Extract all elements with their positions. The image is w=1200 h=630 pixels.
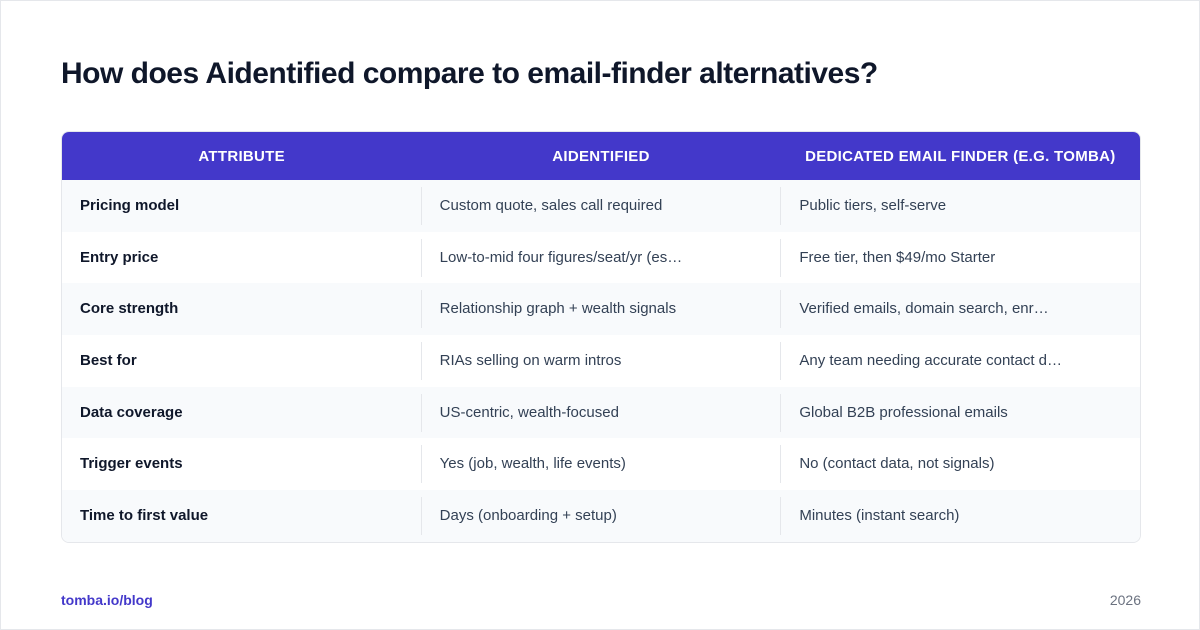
table-cell: Days (onboarding + setup)	[420, 496, 781, 535]
source-link[interactable]: tomba.io/blog	[61, 592, 153, 608]
table-cell: Custom quote, sales call required	[420, 186, 781, 225]
header-cell: DEDICATED EMAIL FINDER (E.G. TOMBA)	[805, 147, 1116, 165]
table-row: Best for RIAs selling on warm intros Any t…	[62, 335, 1140, 387]
table-cell: Public tiers, self-serve	[780, 186, 1140, 225]
table-cell: Verified emails, domain search, enr…	[780, 290, 1140, 329]
table-cell: Pricing model	[80, 196, 180, 214]
table-cell: Trigger events	[80, 455, 183, 473]
header-cell: AIDENTIFIED	[552, 147, 650, 165]
table-row: Entry price Low-to-mid four figures/seat/…	[62, 232, 1140, 284]
table-cell: Data coverage	[80, 403, 183, 421]
table-header: ATTRIBUTE AIDENTIFIED DEDICATED EMAIL FIND…	[62, 132, 1140, 180]
table-cell: Minutes (instant search)	[780, 496, 1140, 535]
title: How does Aidentified compare to email-fi…	[61, 57, 878, 90]
table-cell: US-centric, wealth-focused	[420, 393, 781, 432]
table-cell: Time to first value	[80, 506, 209, 524]
table-cell: Low-to-mid four figures/seat/yr (es…	[420, 238, 781, 277]
table-row: Core strength Relationship graph + wealth…	[62, 283, 1140, 336]
table-body: Pricing model Custom quote, sales call re…	[62, 180, 1140, 542]
table-cell: Any team needing accurate contact d…	[780, 341, 1140, 380]
table-cell: Free tier, then $49/mo Starter	[780, 238, 1140, 277]
table-cell: Yes (job, wealth, life events)	[420, 445, 781, 484]
table-cell: Entry price	[80, 248, 159, 266]
table-cell: Core strength	[80, 300, 179, 318]
table-cell: Best for	[80, 351, 137, 369]
table-row: Pricing model Custom quote, sales call re…	[62, 180, 1140, 232]
comparison-table: ATTRIBUTE AIDENTIFIED DEDICATED EMAIL FIND…	[61, 131, 1141, 543]
table-row: Data coverage US-centric, wealth-focused G…	[62, 386, 1140, 439]
year: 2026	[1109, 592, 1141, 608]
header-cell: ATTRIBUTE	[198, 147, 285, 165]
table-row: Time to first value Days (onboarding + se…	[62, 490, 1140, 542]
table-cell: RIAs selling on warm intros	[420, 341, 781, 380]
table-cell: Global B2B professional emails	[780, 393, 1140, 432]
table-cell: No (contact data, not signals)	[780, 445, 1140, 484]
table-cell: Relationship graph + wealth signals	[420, 290, 781, 329]
table-row: Trigger events Yes (job, wealth, life eve…	[62, 438, 1140, 490]
